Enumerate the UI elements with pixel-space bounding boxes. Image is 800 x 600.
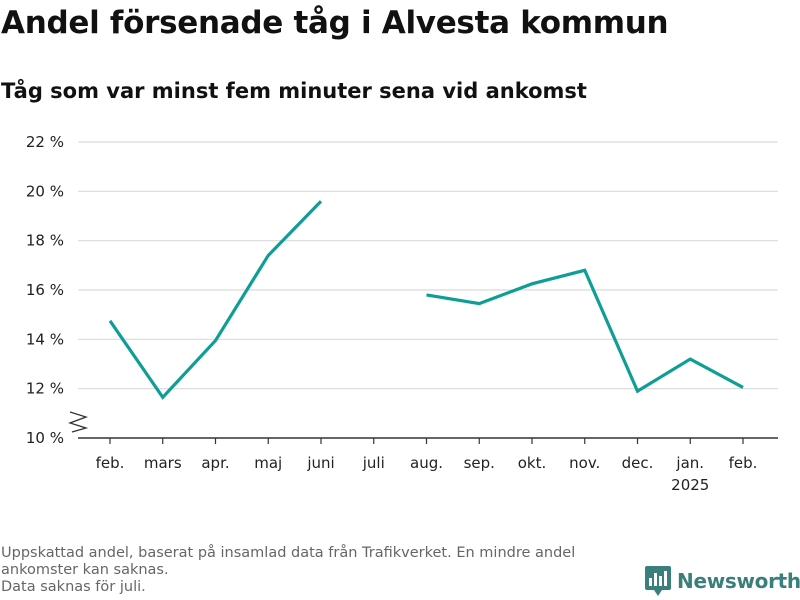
y-tick-label: 18 % <box>26 232 64 250</box>
gridlines <box>78 141 778 390</box>
x-tick-label: dec. <box>622 454 654 472</box>
axis-break-icon <box>67 411 89 433</box>
y-tick-label: 12 % <box>26 380 64 398</box>
series-line <box>108 200 323 400</box>
brand-logo: Newsworthy <box>645 566 800 596</box>
bar-chart-speech-icon <box>645 566 671 596</box>
y-tick-label: 10 % <box>26 429 64 447</box>
brand-name: Newsworthy <box>677 569 800 593</box>
x-tick-label: jan. <box>675 454 704 472</box>
x-tick-label: apr. <box>201 454 229 472</box>
series-line <box>426 268 744 394</box>
y-tick-label: 22 % <box>26 133 64 151</box>
x-tick-label: juni <box>306 454 334 472</box>
x-axis: feb. mars apr. maj juni juli aug. sep. okt. nov. d… <box>78 437 778 494</box>
x-tick-label: sep. <box>464 454 495 472</box>
footnote: Uppskattad andel, baserat på insamlad da… <box>1 545 641 596</box>
x-tick-label: aug. <box>410 454 443 472</box>
x-tick-label: okt. <box>518 454 547 472</box>
x-tick-label: maj <box>254 454 282 472</box>
y-axis: 10 % 12 % 14 % 16 % 18 % 20 % 22 % <box>26 133 89 447</box>
chart-title: Andel försenade tåg i Alvesta kommun <box>1 5 669 41</box>
footnote-line: Uppskattad andel, baserat på insamlad da… <box>1 545 576 561</box>
series-group <box>108 200 744 400</box>
x-tick-label: mars <box>144 454 182 472</box>
x-tick-label: feb. <box>729 454 758 472</box>
x-tick-label: feb. <box>96 454 125 472</box>
footnote-line: Data saknas för juli. <box>1 579 146 595</box>
y-tick-label: 16 % <box>26 281 64 299</box>
x-tick-label: nov. <box>569 454 600 472</box>
line-chart: 10 % 12 % 14 % 16 % 18 % 20 % 22 % feb. mars apr… <box>26 133 778 494</box>
x-tick-sublabel: 2025 <box>671 476 709 494</box>
y-tick-label: 14 % <box>26 330 64 348</box>
chart-subtitle: Tåg som var minst fem minuter sena vid a… <box>1 79 587 103</box>
x-tick-label: juli <box>362 454 385 472</box>
footnote-line: ankomster kan saknas. <box>1 562 169 578</box>
y-tick-label: 20 % <box>26 182 64 200</box>
